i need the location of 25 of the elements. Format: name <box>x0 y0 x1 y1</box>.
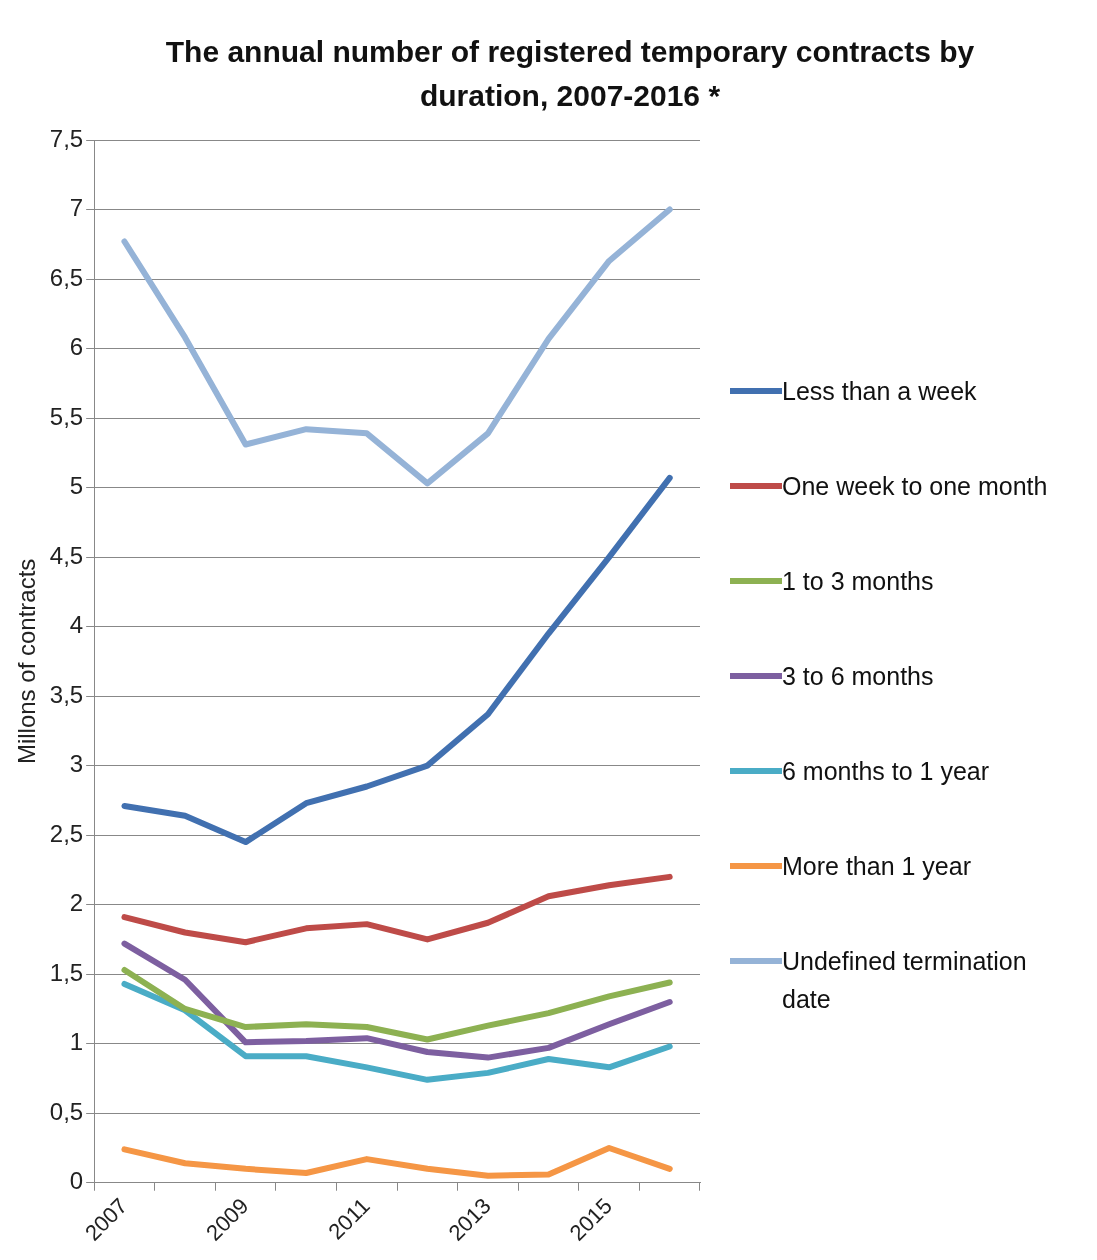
y-tick-label: 5 <box>69 472 84 500</box>
y-tick-label: 1,5 <box>49 958 84 986</box>
y-axis-title: Millons of contracts <box>13 558 41 765</box>
y-tick-label: 2,5 <box>49 819 84 847</box>
legend-label: 6 months to 1 year <box>782 756 990 787</box>
y-tick-label: 4 <box>69 611 84 639</box>
y-tick-label: 0 <box>69 1167 84 1195</box>
y-tick-label: 5,5 <box>49 402 84 430</box>
legend-label: More than 1 year <box>782 851 971 882</box>
legend-label: One week to one month <box>782 471 1048 502</box>
y-tick-label: 7 <box>69 194 84 222</box>
y-tick-label: 3,5 <box>49 680 84 708</box>
chart-title: The annual number of registered temporary contracts by duration, 2007-2016 * <box>164 34 976 114</box>
legend-label: Undefined termination date <box>782 946 1028 1015</box>
y-tick-label: 0,5 <box>49 1097 84 1125</box>
y-tick-label: 7,5 <box>49 124 84 152</box>
y-tick-label: 1 <box>69 1028 84 1056</box>
y-tick-label: 4,5 <box>49 541 84 569</box>
y-tick-label: 6 <box>69 333 84 361</box>
y-tick-label: 3 <box>69 750 84 778</box>
legend-label: 3 to 6 months <box>782 661 934 692</box>
legend-label: Less than a week <box>782 376 977 407</box>
legend-label: 1 to 3 months <box>782 566 934 597</box>
y-tick-label: 6,5 <box>49 263 84 291</box>
y-tick-label: 2 <box>69 889 84 917</box>
